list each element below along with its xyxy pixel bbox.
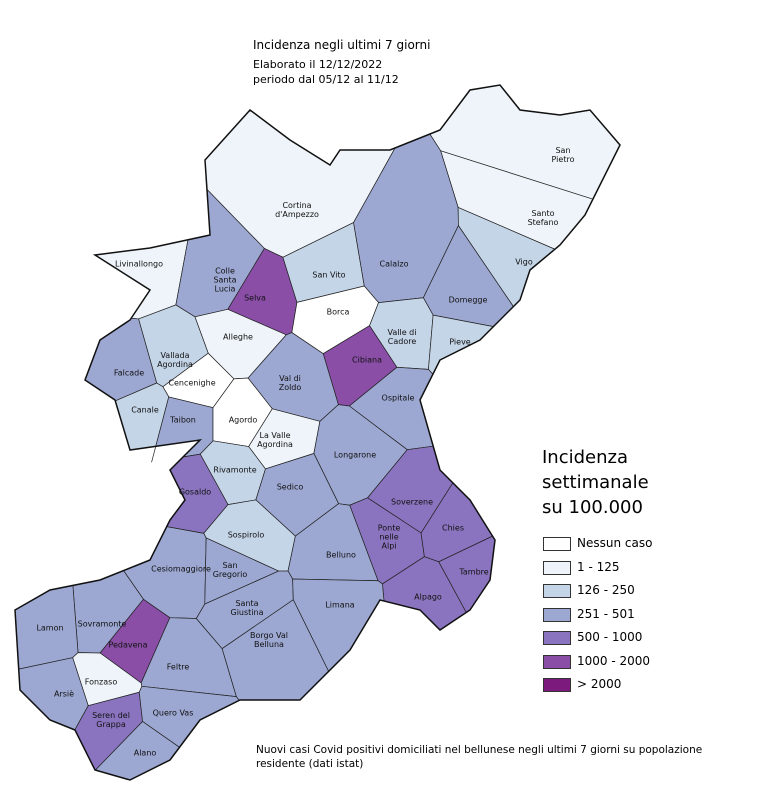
municipality-label: Ponte nelle Alpi (377, 523, 401, 551)
municipality-label: Cesiomaggiore (151, 564, 211, 574)
legend-label: 1000 - 2000 (577, 653, 651, 668)
municipality-label: Gosaldo (178, 487, 212, 497)
province-border (14, 84, 621, 781)
legend-label: Nessun caso (577, 536, 653, 550)
municipality-label: Sospirolo (227, 530, 265, 540)
municipality-label: Feltre (166, 662, 190, 672)
municipality-label: Rivamonte (213, 465, 257, 475)
subtitle: Elaborato il 12/12/2022 (253, 58, 383, 71)
legend-swatch (543, 537, 571, 551)
legend-swatch (543, 631, 571, 645)
legend-label: 251 - 501 (577, 606, 635, 621)
municipality-label: Cencenighe (168, 378, 216, 388)
municipality-label: Seren del Grappa (92, 711, 130, 729)
municipality-label: Fonzaso (84, 677, 118, 687)
municipality-label: Calalzo (379, 259, 409, 269)
municipality-label: Cortina d'Ampezzo (275, 201, 319, 219)
municipality-label: Sovramonte (77, 619, 127, 629)
municipality-label: Selva (244, 293, 266, 303)
legend-swatch (543, 584, 571, 598)
municipality-label: Alano (133, 748, 157, 758)
municipality-label: San Gregorio (212, 561, 248, 579)
municipality-label: Santa Giustina (230, 599, 264, 617)
footnote: Nuovi casi Covid positivi domiciliati ne… (256, 744, 703, 770)
municipality-label: Sedico (276, 482, 304, 492)
title: Incidenza negli ultimi 7 giorni (253, 38, 431, 52)
municipality-label: Taibon (170, 415, 196, 425)
municipality-label: Limana (325, 600, 355, 610)
municipality-label: Soverzene (390, 497, 434, 507)
municipality-label: Falcade (113, 368, 145, 378)
municipality-label: Vallada Agordina (157, 351, 193, 369)
legend-swatch (543, 607, 571, 622)
municipality-label: San Vito (312, 270, 346, 280)
municipality-label: Santo Stefano (527, 209, 559, 227)
municipality-label: Tambre (459, 567, 489, 577)
municipality-label: Lamon (36, 623, 64, 633)
legend-label: 1 - 125 (577, 559, 620, 574)
municipality-label: La Valle Agordina (257, 431, 293, 449)
subtitle: periodo dal 05/12 al 11/12 (253, 73, 399, 86)
municipality-label: Borca (326, 307, 350, 317)
municipality-label: Quero Vas (152, 708, 194, 718)
municipality-label: Longarone (333, 450, 377, 460)
municipality-label: Pieve (449, 337, 471, 347)
municipality-label: Alleghe (223, 332, 253, 342)
municipality-label: Chies (442, 523, 464, 533)
municipality-label: Valle di Cadore (387, 328, 417, 346)
municipality-label: Borgo Val Belluna (249, 631, 289, 649)
legend-label: > 2000 (577, 677, 622, 691)
municipality-label: Val di Zoldo (278, 374, 302, 392)
legend-label: 500 - 1000 (577, 630, 643, 644)
municipality-label: Ospitale (381, 393, 415, 403)
municipality-label: Domegge (448, 295, 488, 305)
legend-label: 126 - 250 (577, 583, 635, 597)
municipality-label: San Pietro (551, 146, 575, 164)
municipality-label: Colle Santa Lucia (213, 266, 237, 294)
municipality-label: Arsiè (53, 689, 75, 699)
municipality-label: Livinallongo (115, 259, 163, 269)
legend-swatch (543, 654, 571, 669)
legend-title: Incidenza settimanale su 100.000 (542, 447, 649, 518)
municipality-label: Vigo (515, 257, 533, 267)
municipality-label: Alpago (414, 592, 442, 602)
municipality-label: Belluno (326, 550, 356, 560)
municipality-label: Pedavena (108, 640, 148, 650)
municipality-label: Canale (131, 405, 159, 415)
legend-swatch (543, 560, 571, 575)
municipality-label: Agordo (228, 415, 258, 425)
municipality-label: Cibiana (352, 355, 382, 365)
legend-swatch (543, 678, 571, 692)
